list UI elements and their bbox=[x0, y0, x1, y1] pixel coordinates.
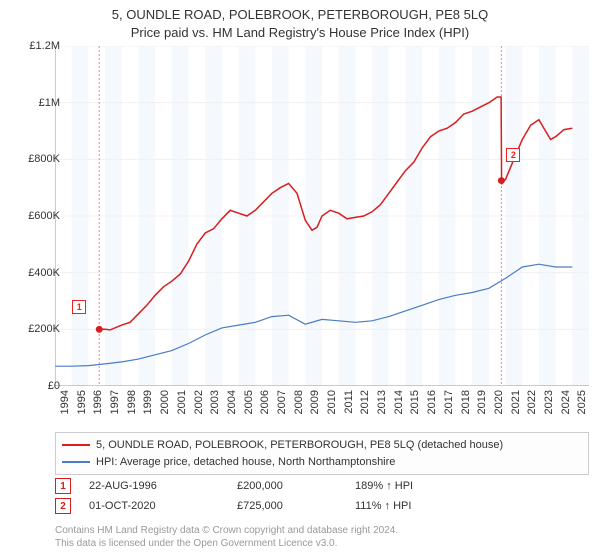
transactions-table: 1 22-AUG-1996 £200,000 189% ↑ HPI 2 01-OCT-20… bbox=[55, 476, 589, 516]
legend-item: HPI: Average price, detached house, Nort… bbox=[62, 454, 582, 471]
y-axis-label: £200K bbox=[15, 323, 60, 335]
x-axis-label: 2021 bbox=[510, 390, 522, 414]
y-axis-label: £1M bbox=[15, 97, 60, 109]
x-axis-label: 1999 bbox=[142, 390, 154, 414]
x-axis-label: 2003 bbox=[209, 390, 221, 414]
x-axis-label: 2008 bbox=[293, 390, 305, 414]
license-text: Contains HM Land Registry data © Crown c… bbox=[55, 524, 589, 550]
x-axis-label: 1994 bbox=[59, 390, 71, 414]
x-axis-label: 2014 bbox=[393, 390, 405, 414]
x-axis-label: 2015 bbox=[409, 390, 421, 414]
y-axis-label: £400K bbox=[15, 267, 60, 279]
x-axis-label: 2005 bbox=[243, 390, 255, 414]
x-axis-label: 2009 bbox=[309, 390, 321, 414]
legend-swatch bbox=[62, 444, 90, 446]
y-axis-label: £600K bbox=[15, 210, 60, 222]
title-block: 5, OUNDLE ROAD, POLEBROOK, PETERBOROUGH,… bbox=[0, 0, 600, 41]
transaction-hpi: 111% ↑ HPI bbox=[355, 500, 475, 512]
x-axis-label: 2022 bbox=[526, 390, 538, 414]
x-axis-label: 2025 bbox=[576, 390, 588, 414]
transaction-marker-id: 1 bbox=[55, 478, 71, 494]
chart-marker: 2 bbox=[506, 148, 520, 162]
x-axis-label: 1995 bbox=[76, 390, 88, 414]
legend: 5, OUNDLE ROAD, POLEBROOK, PETERBOROUGH,… bbox=[55, 432, 589, 475]
legend-label: HPI: Average price, detached house, Nort… bbox=[96, 454, 395, 471]
x-axis-label: 2001 bbox=[176, 390, 188, 414]
legend-item: 5, OUNDLE ROAD, POLEBROOK, PETERBOROUGH,… bbox=[62, 437, 582, 454]
transaction-date: 22-AUG-1996 bbox=[89, 480, 219, 492]
x-axis-label: 1997 bbox=[109, 390, 121, 414]
title-address: 5, OUNDLE ROAD, POLEBROOK, PETERBOROUGH,… bbox=[0, 6, 600, 24]
license-line1: Contains HM Land Registry data © Crown c… bbox=[55, 524, 589, 537]
x-axis-label: 2010 bbox=[326, 390, 338, 414]
x-axis-label: 2004 bbox=[226, 390, 238, 414]
chart-area: 12 bbox=[55, 46, 589, 386]
transaction-price: £200,000 bbox=[237, 480, 337, 492]
x-axis-label: 2023 bbox=[543, 390, 555, 414]
license-line2: This data is licensed under the Open Gov… bbox=[55, 537, 589, 550]
title-subtitle: Price paid vs. HM Land Registry's House … bbox=[0, 24, 600, 42]
x-axis-label: 2006 bbox=[259, 390, 271, 414]
x-axis-label: 1998 bbox=[126, 390, 138, 414]
transaction-date: 01-OCT-2020 bbox=[89, 500, 219, 512]
x-axis-label: 2024 bbox=[560, 390, 572, 414]
chart-svg bbox=[55, 46, 589, 386]
legend-swatch bbox=[62, 461, 90, 463]
x-axis-label: 2016 bbox=[426, 390, 438, 414]
x-axis-label: 2002 bbox=[193, 390, 205, 414]
x-axis-label: 2017 bbox=[443, 390, 455, 414]
x-axis-label: 2013 bbox=[376, 390, 388, 414]
x-axis-label: 2000 bbox=[159, 390, 171, 414]
x-axis-label: 2007 bbox=[276, 390, 288, 414]
x-axis-label: 2012 bbox=[359, 390, 371, 414]
chart-container: 5, OUNDLE ROAD, POLEBROOK, PETERBOROUGH,… bbox=[0, 0, 600, 560]
y-axis-label: £0 bbox=[15, 380, 60, 392]
transaction-price: £725,000 bbox=[237, 500, 337, 512]
x-axis-label: 2018 bbox=[460, 390, 472, 414]
x-axis-label: 2020 bbox=[493, 390, 505, 414]
x-axis-label: 2019 bbox=[476, 390, 488, 414]
y-axis-label: £1.2M bbox=[15, 40, 60, 52]
x-axis-label: 1996 bbox=[92, 390, 104, 414]
chart-marker: 1 bbox=[72, 300, 86, 314]
transaction-row: 1 22-AUG-1996 £200,000 189% ↑ HPI bbox=[55, 476, 589, 496]
y-axis-label: £800K bbox=[15, 153, 60, 165]
legend-label: 5, OUNDLE ROAD, POLEBROOK, PETERBOROUGH,… bbox=[96, 437, 503, 454]
transaction-marker-id: 2 bbox=[55, 498, 71, 514]
x-axis-label: 2011 bbox=[343, 390, 355, 414]
transaction-row: 2 01-OCT-2020 £725,000 111% ↑ HPI bbox=[55, 496, 589, 516]
transaction-hpi: 189% ↑ HPI bbox=[355, 480, 475, 492]
